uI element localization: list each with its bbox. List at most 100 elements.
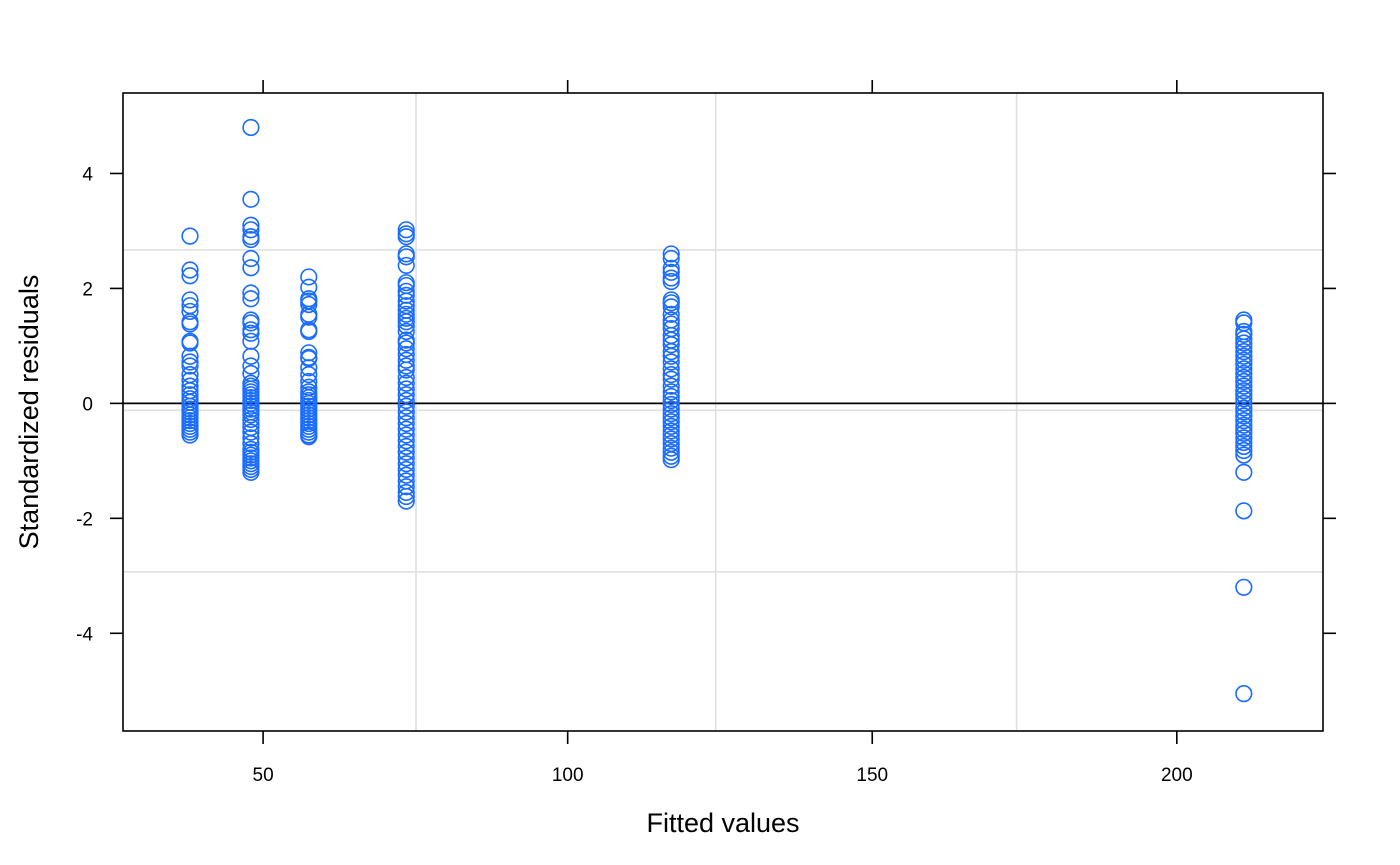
data-point-209 bbox=[1235, 364, 1253, 383]
data-point-177 bbox=[662, 366, 680, 384]
data-point-0 bbox=[181, 227, 199, 245]
data-point-125 bbox=[397, 317, 415, 335]
data-point-89 bbox=[300, 366, 318, 384]
data-point-34 bbox=[242, 221, 260, 239]
y-tick-label-3: 2 bbox=[82, 279, 93, 300]
data-point-37 bbox=[242, 249, 260, 268]
data-point-221 bbox=[1235, 416, 1253, 434]
data-point-135 bbox=[397, 374, 415, 392]
data-point-65 bbox=[242, 429, 260, 447]
data-point-172 bbox=[662, 336, 680, 354]
data-points bbox=[181, 118, 1253, 703]
data-point-153 bbox=[397, 478, 415, 496]
data-point-174 bbox=[662, 347, 680, 365]
data-point-117 bbox=[397, 282, 415, 300]
data-point-166 bbox=[662, 305, 680, 323]
data-point-36 bbox=[242, 230, 260, 249]
data-point-176 bbox=[662, 360, 680, 378]
data-point-136 bbox=[397, 380, 415, 398]
data-point-75 bbox=[242, 463, 260, 481]
data-point-213 bbox=[1235, 382, 1253, 400]
data-point-191 bbox=[662, 430, 680, 448]
data-point-194 bbox=[662, 443, 680, 461]
data-point-193 bbox=[662, 439, 680, 457]
data-point-5 bbox=[181, 302, 199, 321]
data-point-77 bbox=[300, 278, 318, 296]
data-point-201 bbox=[1235, 330, 1253, 348]
data-point-179 bbox=[662, 377, 680, 395]
data-point-149 bbox=[397, 455, 415, 473]
data-point-142 bbox=[397, 414, 415, 433]
data-point-114 bbox=[397, 256, 415, 275]
data-point-144 bbox=[397, 426, 415, 444]
x-tick-label-0: 50 bbox=[253, 765, 274, 786]
data-point-124 bbox=[397, 313, 415, 331]
data-point-14 bbox=[181, 371, 199, 389]
y-tick-label-0: -4 bbox=[76, 624, 93, 645]
data-point-126 bbox=[397, 322, 415, 341]
x-tick-label-2: 150 bbox=[856, 765, 888, 786]
data-point-2 bbox=[181, 267, 199, 285]
data-point-39 bbox=[242, 284, 260, 302]
data-point-113 bbox=[397, 248, 415, 266]
plot-frame bbox=[122, 92, 1324, 732]
data-point-33 bbox=[242, 216, 260, 234]
data-point-178 bbox=[662, 370, 680, 388]
data-point-140 bbox=[397, 403, 415, 421]
data-point-211 bbox=[1235, 372, 1253, 391]
data-point-225 bbox=[1235, 433, 1253, 452]
data-point-175 bbox=[662, 353, 680, 371]
data-point-80 bbox=[300, 295, 318, 314]
data-point-31 bbox=[242, 118, 260, 137]
x-axis-title: Fitted values bbox=[646, 808, 799, 838]
data-point-205 bbox=[1235, 347, 1253, 365]
data-point-154 bbox=[397, 483, 415, 502]
data-point-184 bbox=[662, 400, 680, 418]
y-axis-title: Standardized residuals bbox=[14, 275, 44, 550]
data-point-165 bbox=[662, 298, 680, 316]
data-point-202 bbox=[1235, 334, 1253, 352]
data-point-47 bbox=[242, 357, 260, 375]
data-point-119 bbox=[397, 292, 415, 310]
data-point-200 bbox=[1235, 325, 1253, 344]
data-point-219 bbox=[1235, 407, 1253, 425]
data-point-76 bbox=[300, 268, 318, 286]
data-point-190 bbox=[662, 426, 680, 444]
data-point-17 bbox=[181, 386, 199, 404]
data-point-150 bbox=[397, 460, 415, 479]
data-point-60 bbox=[242, 406, 260, 424]
data-point-44 bbox=[242, 324, 260, 342]
data-point-208 bbox=[1235, 360, 1253, 378]
data-point-214 bbox=[1235, 386, 1253, 404]
data-point-133 bbox=[397, 361, 415, 379]
data-point-164 bbox=[662, 294, 680, 312]
data-point-231 bbox=[1235, 578, 1253, 596]
data-point-182 bbox=[662, 391, 680, 410]
data-point-223 bbox=[1235, 424, 1253, 442]
data-point-187 bbox=[662, 413, 680, 431]
y-tick-label-2: 0 bbox=[82, 394, 93, 415]
data-point-173 bbox=[662, 343, 680, 361]
data-point-30 bbox=[181, 426, 199, 444]
data-point-232 bbox=[1235, 685, 1253, 703]
data-point-224 bbox=[1235, 429, 1253, 447]
data-point-1 bbox=[181, 261, 199, 279]
data-point-157 bbox=[662, 245, 680, 263]
data-point-42 bbox=[242, 314, 260, 332]
data-point-222 bbox=[1235, 420, 1253, 438]
data-point-229 bbox=[1235, 463, 1253, 481]
data-point-40 bbox=[242, 290, 260, 308]
x-tick-label-3: 200 bbox=[1161, 765, 1193, 786]
data-point-128 bbox=[397, 334, 415, 352]
data-point-64 bbox=[242, 423, 260, 441]
data-point-159 bbox=[662, 259, 680, 277]
data-point-228 bbox=[1235, 446, 1253, 464]
data-point-143 bbox=[397, 420, 415, 438]
data-point-134 bbox=[397, 368, 415, 387]
data-point-131 bbox=[397, 351, 415, 369]
data-point-147 bbox=[397, 443, 415, 461]
data-point-88 bbox=[300, 359, 318, 377]
data-point-212 bbox=[1235, 377, 1253, 395]
data-point-185 bbox=[662, 405, 680, 423]
